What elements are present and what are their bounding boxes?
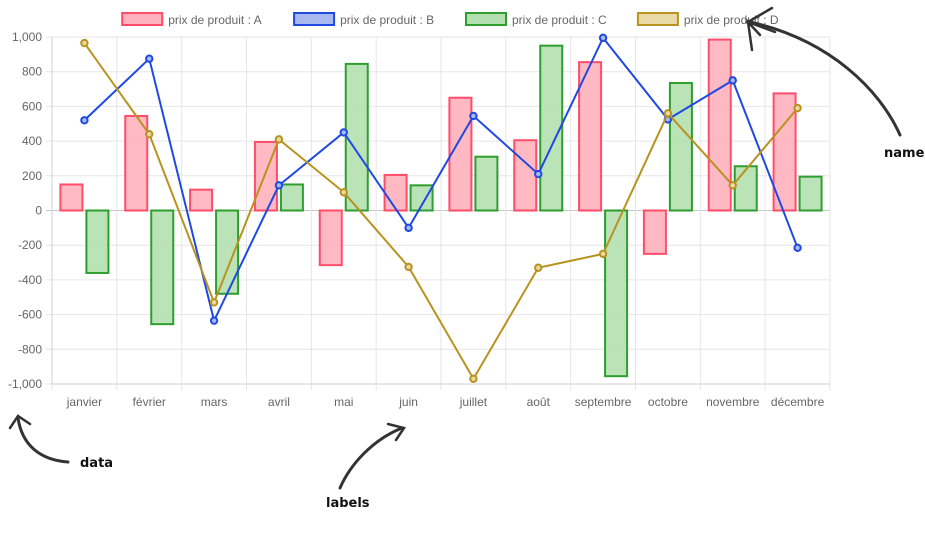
bar [642, 209, 667, 255]
data-point [598, 249, 608, 259]
bar [798, 175, 823, 212]
legend[interactable]: prix de produit : A prix de produit : B pr… [121, 12, 779, 27]
data-point [663, 109, 673, 118]
y-tick-label: 1,000 [12, 30, 42, 44]
legend-item[interactable]: prix de produit : B [293, 12, 434, 27]
data-point [80, 116, 89, 125]
bar [383, 173, 408, 212]
y-tick-label: 800 [22, 65, 42, 79]
annotation-data-label: data [80, 456, 114, 471]
y-tick-label: -600 [18, 308, 42, 322]
data-point [534, 263, 543, 272]
bar [668, 81, 693, 212]
annotation-arrows [8, 6, 902, 490]
y-tick-label: -200 [18, 238, 42, 252]
bar [150, 209, 175, 326]
arrow-data [16, 416, 70, 464]
legend-swatch [465, 12, 507, 26]
data-point [534, 169, 543, 179]
data-point [469, 111, 478, 121]
x-tick-label: août [527, 395, 551, 409]
bar [513, 139, 538, 212]
data-point [728, 76, 737, 85]
bar [189, 188, 214, 212]
x-tick-label: juin [398, 395, 418, 409]
annotation-name-label: name [884, 146, 925, 161]
arrow-labels-head [386, 422, 407, 442]
y-tick-label: 0 [35, 204, 42, 218]
data-point [80, 38, 89, 48]
data-point [404, 223, 413, 233]
data-point [598, 33, 608, 43]
y-tick-label: 200 [22, 169, 42, 183]
x-tick-label: mars [201, 395, 228, 409]
y-tick-label: -400 [18, 273, 42, 287]
arrow-name [748, 20, 902, 137]
bar [474, 155, 499, 212]
bar [578, 61, 603, 212]
x-tick-label: octobre [648, 395, 688, 409]
x-tick-label: juillet [459, 395, 488, 409]
y-tick-label: 600 [22, 99, 42, 113]
bar [604, 209, 629, 378]
x-tick-label: novembre [706, 395, 760, 409]
legend-label: prix de produit : C [512, 13, 607, 27]
data-point [274, 135, 284, 144]
data-point [145, 129, 154, 139]
arrow-name-head [745, 6, 777, 52]
bar [707, 38, 732, 212]
y-tick-label: 400 [22, 134, 42, 148]
legend-swatch [636, 12, 679, 26]
legend-swatch [293, 12, 336, 26]
arrow-data-head [8, 414, 32, 430]
bar [124, 114, 149, 212]
y-tick-label: -800 [18, 342, 42, 356]
bar [59, 183, 84, 212]
data-point [793, 103, 802, 113]
data-point [793, 243, 802, 253]
legend-item[interactable]: prix de produit : C [465, 12, 607, 27]
bar [772, 92, 797, 212]
data-point [339, 188, 348, 197]
axes: 1,000 800 600 400 200 0 -200 -400 -600 -800 -1,000… [8, 30, 830, 409]
legend-label: prix de produit : B [340, 13, 434, 27]
legend-label: prix de produit : A [168, 13, 261, 27]
x-tick-label: septembre [575, 395, 632, 409]
data-point [404, 262, 413, 272]
series-line [83, 42, 799, 380]
arrow-labels [338, 426, 404, 490]
legend-item[interactable]: prix de produit : A [121, 12, 262, 27]
legend-swatch [121, 12, 164, 26]
x-tick-label: décembre [771, 395, 825, 409]
data-point [469, 374, 478, 383]
data-point [728, 181, 737, 190]
bar [85, 209, 110, 274]
x-tick-label: mai [334, 395, 353, 409]
data-point [274, 181, 284, 190]
annotation-labels-label: labels [326, 496, 370, 511]
data-point [209, 316, 219, 325]
lines [80, 33, 802, 383]
bar [448, 96, 473, 212]
data-point [339, 128, 348, 137]
bar [409, 184, 434, 212]
x-tick-label: février [133, 395, 166, 409]
data-point [145, 54, 154, 63]
y-tick-label: -1,000 [8, 377, 42, 391]
bar [344, 62, 369, 212]
x-tick-label: janvier [66, 395, 102, 409]
bar [733, 165, 758, 212]
bar [279, 183, 304, 212]
x-tick-label: avril [268, 395, 290, 409]
bar [318, 209, 343, 267]
bar [539, 44, 564, 212]
data-point [209, 298, 219, 307]
